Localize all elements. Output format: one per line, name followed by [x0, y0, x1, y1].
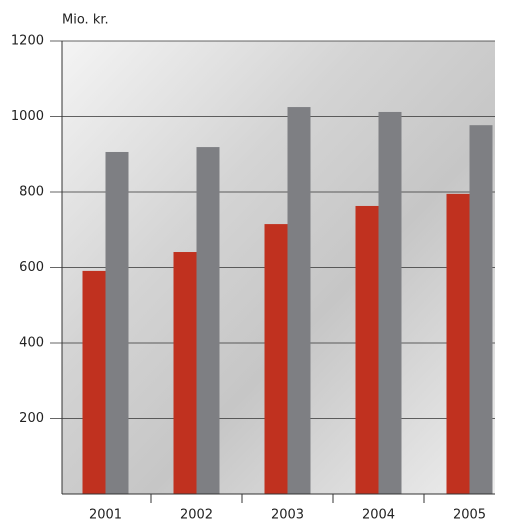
x-tick-label: 2003	[271, 508, 304, 523]
bar	[378, 111, 402, 494]
bar	[82, 270, 106, 494]
y-tick-label: 600	[19, 260, 44, 275]
x-tick-label: 2004	[362, 508, 395, 523]
y-tick-label: 1000	[11, 109, 44, 124]
plot: 200 400 600 800 1000 1200 2001 2002 2003 2004 2005	[11, 34, 495, 523]
x-tick-label: 2002	[180, 508, 213, 523]
bar	[446, 193, 470, 494]
y-tick-label: 200	[19, 411, 44, 426]
y-tick-label: 800	[19, 185, 44, 200]
x-tick-label: 2001	[89, 508, 122, 523]
bar	[355, 205, 379, 494]
y-tick-label: 1200	[11, 34, 44, 49]
y-tick-label: 400	[19, 336, 44, 351]
bar	[173, 252, 197, 494]
x-tick-label: 2005	[453, 508, 486, 523]
bar	[105, 151, 129, 495]
bar	[264, 224, 288, 494]
bar	[196, 147, 220, 494]
y-axis-label: Mio. kr.	[62, 13, 109, 28]
bar	[469, 125, 493, 495]
bar	[287, 107, 311, 494]
